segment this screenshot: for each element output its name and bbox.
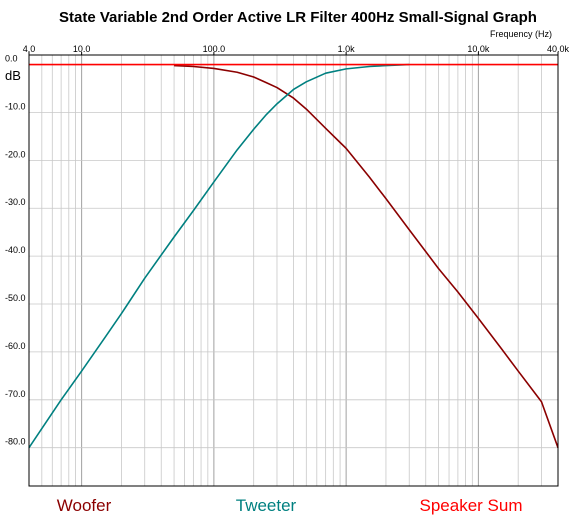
y-tick-label: -80.0 [5,437,26,447]
legend: Woofer Tweeter Speaker Sum [57,496,523,515]
x-tick-label: 100.0 [203,44,226,54]
y-tick-label: 0.0 [5,54,18,64]
x-tick-label: 10.0 [73,44,91,54]
y-tick-label: -50.0 [5,293,26,303]
legend-entry-woofer: Woofer [57,496,112,515]
x-axis-label: Frequency (Hz) [490,29,552,39]
y-tick-label: -10.0 [5,101,26,111]
plot-frame [28,54,559,487]
series-line-woofer [174,64,559,448]
legend-entry-tweeter: Tweeter [236,496,297,515]
x-tick-label: 4.0 [23,44,36,54]
y-tick-label: -20.0 [5,149,26,159]
y-tick-label: -70.0 [5,389,26,399]
x-tick-label: 1.0k [338,44,356,54]
y-tick-label: -60.0 [5,341,26,351]
chart-title: State Variable 2nd Order Active LR Filte… [59,9,537,26]
y-tick-label: -40.0 [5,245,26,255]
series-lines [28,63,559,449]
y-axis-label: dB [5,68,21,83]
legend-entry-speaker-sum: Speaker Sum [420,496,523,515]
y-tick-label: -30.0 [5,197,26,207]
y-tick-labels: 0.0 -10.0 -20.0 -30.0 -40.0 -50.0 -60.0 -70.0 -8… [5,54,26,447]
series-line-tweeter [28,63,410,449]
x-tick-label: 40.0k [547,44,570,54]
grid [29,55,558,486]
x-tick-labels: 4.0 10.0 100.0 1.0k 10.0k 40.0k [23,44,570,55]
x-tick-label: 10.0k [467,44,490,54]
